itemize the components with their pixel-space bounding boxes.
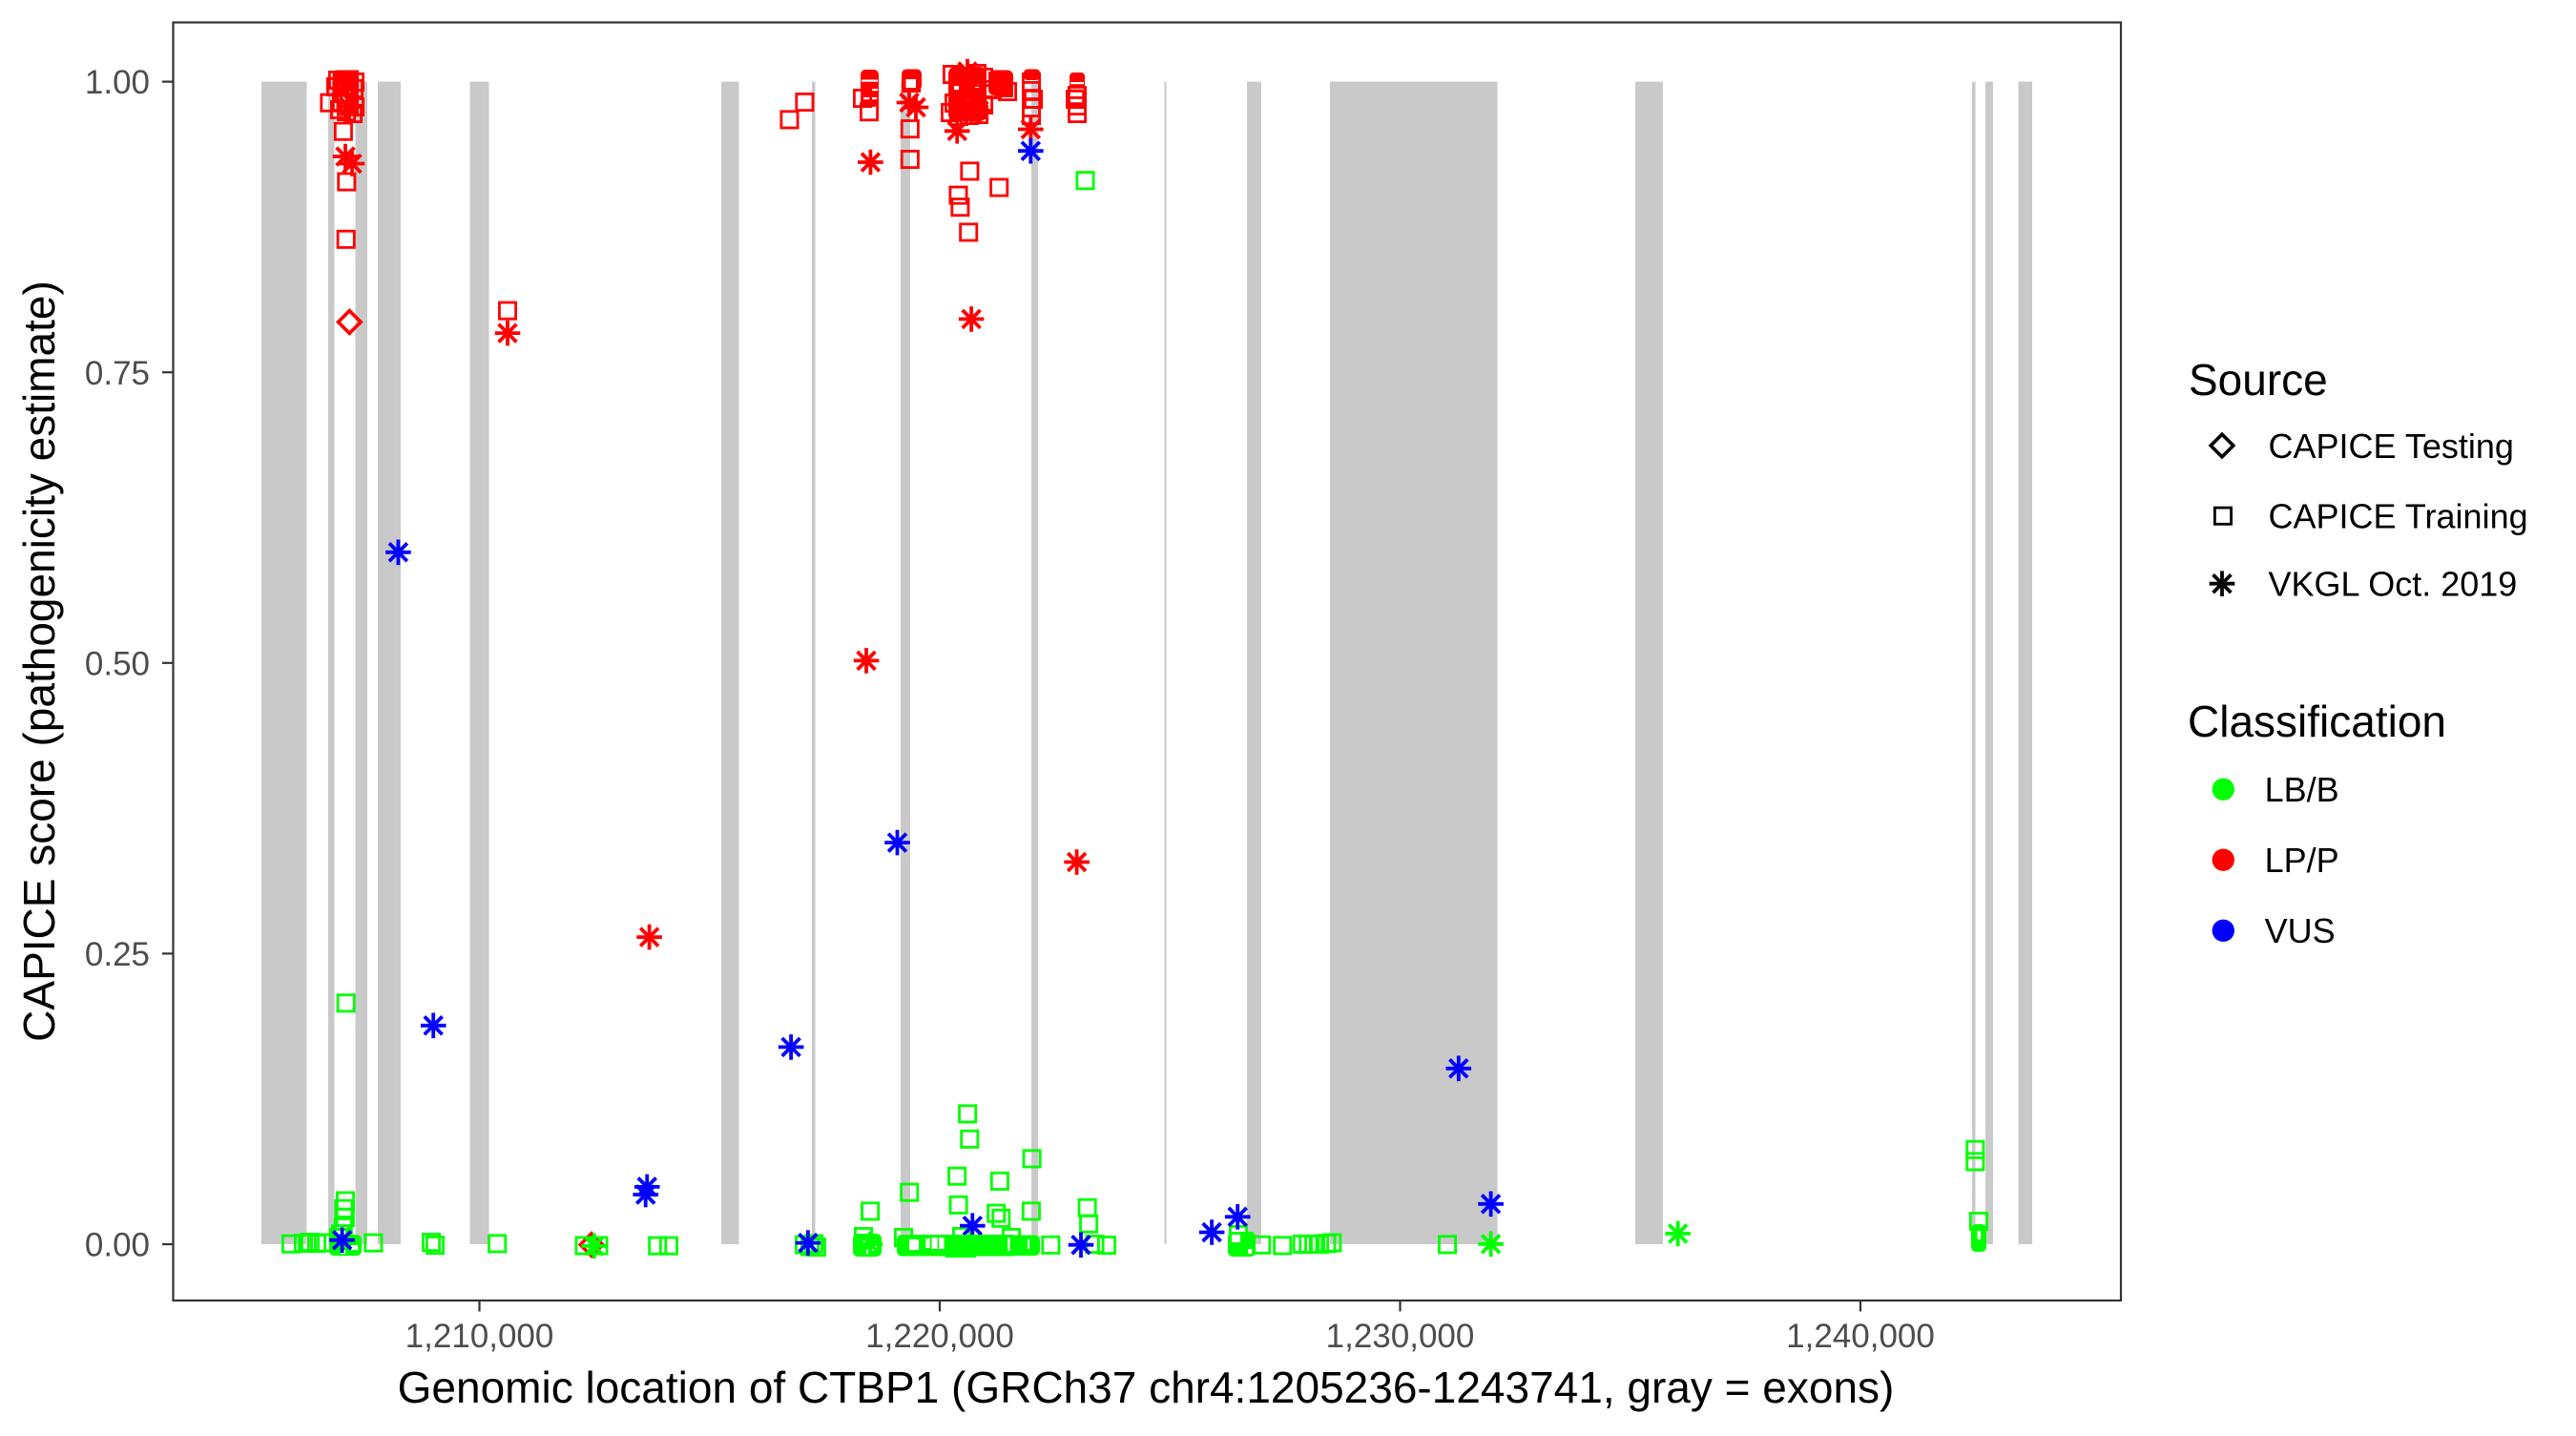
- svg-text:CAPICE Testing: CAPICE Testing: [2269, 427, 2514, 466]
- svg-text:1,210,000: 1,210,000: [405, 1318, 554, 1355]
- svg-text:0.50: 0.50: [85, 645, 150, 682]
- svg-text:Source: Source: [2189, 355, 2328, 405]
- svg-text:1,230,000: 1,230,000: [1326, 1318, 1475, 1355]
- svg-text:LB/B: LB/B: [2265, 770, 2339, 809]
- svg-text:CAPICE score (pathogenicity es: CAPICE score (pathogenicity estimate): [14, 281, 64, 1042]
- svg-text:1,220,000: 1,220,000: [865, 1318, 1014, 1355]
- svg-text:Genomic location of CTBP1 (GRC: Genomic location of CTBP1 (GRCh37 chr4:1…: [398, 1363, 1895, 1412]
- svg-text:1,240,000: 1,240,000: [1786, 1318, 1935, 1355]
- svg-text:VKGL Oct. 2019: VKGL Oct. 2019: [2269, 565, 2518, 604]
- svg-text:VUS: VUS: [2265, 911, 2336, 950]
- svg-text:LP/P: LP/P: [2265, 841, 2339, 880]
- svg-text:0.25: 0.25: [85, 936, 150, 973]
- svg-text:0.00: 0.00: [85, 1227, 150, 1264]
- svg-text:CAPICE Training: CAPICE Training: [2269, 497, 2528, 536]
- svg-text:1.00: 1.00: [85, 64, 150, 101]
- svg-text:0.75: 0.75: [85, 355, 150, 392]
- svg-text:Classification: Classification: [2188, 697, 2446, 746]
